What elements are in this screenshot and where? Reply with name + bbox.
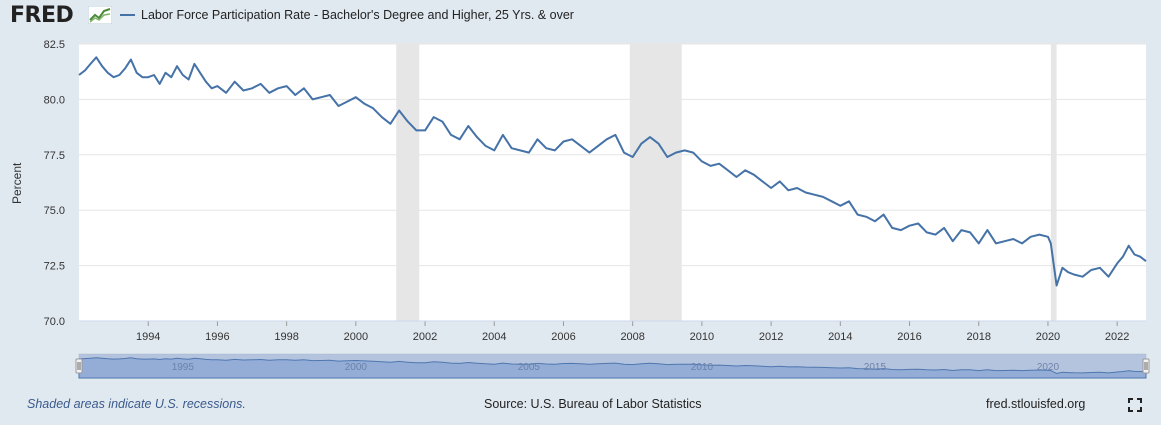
recession-band-1 (396, 44, 420, 321)
x-tick-label: 2012 (759, 331, 783, 343)
x-tick-label: 2022 (1105, 331, 1129, 343)
x-tick-label: 2020 (1036, 331, 1060, 343)
series-legend[interactable]: Labor Force Participation Rate - Bachelo… (120, 8, 574, 22)
y-tick-label: 80.0 (44, 94, 65, 106)
navigator-tick-label: 2020 (1037, 362, 1060, 373)
navigator-tick-label: 1995 (172, 362, 195, 373)
x-tick-label: 2004 (482, 331, 506, 343)
series-line (78, 56, 1147, 287)
x-tick-label: 2006 (551, 331, 575, 343)
x-tick-label: 2014 (828, 331, 852, 343)
chart-header: FRED Labor Force Participation Rate - Ba… (0, 0, 1161, 34)
x-tick-label: 2008 (620, 331, 644, 343)
navigator-tick-label: 2005 (518, 362, 541, 373)
x-tick-label: 2016 (897, 331, 921, 343)
recession-note: Shaded areas indicate U.S. recessions. (27, 397, 246, 411)
navigator-left-handle[interactable] (75, 358, 83, 374)
x-tick-label: 1994 (136, 331, 160, 343)
source-text: Source: U.S. Bureau of Labor Statistics (484, 397, 702, 411)
x-tick-label: 2000 (344, 331, 368, 343)
legend-label: Labor Force Participation Rate - Bachelo… (141, 8, 574, 22)
fred-logo[interactable]: FRED (10, 3, 74, 28)
x-tick-label: 1996 (205, 331, 229, 343)
x-tick-label: 1998 (274, 331, 298, 343)
navigator-tick-label: 2010 (691, 362, 714, 373)
navigator-series (78, 357, 1147, 379)
x-tick-label: 2018 (966, 331, 990, 343)
x-tick-label: 2010 (690, 331, 714, 343)
fred-graph-icon (88, 6, 112, 24)
y-tick-label: 75.0 (44, 205, 65, 217)
y-tick-label: 72.5 (44, 261, 65, 273)
y-tick-label: 77.5 (44, 150, 65, 162)
navigator-mask (79, 354, 1146, 378)
recession-band-3 (1050, 44, 1057, 321)
y-tick-label: 82.5 (44, 39, 65, 51)
y-tick-label: 70.0 (44, 316, 65, 328)
recession-band-2 (629, 44, 682, 321)
navigator-tick-label: 2015 (864, 362, 887, 373)
fullscreen-icon[interactable] (1128, 398, 1142, 412)
navigator-tick-label: 2000 (345, 362, 368, 373)
plot-area (79, 44, 1146, 321)
site-link[interactable]: fred.stlouisfed.org (986, 397, 1086, 411)
legend-swatch (120, 13, 135, 16)
navigator-right-handle[interactable] (1142, 358, 1150, 374)
line-chart[interactable]: 70.0 72.5 75.0 77.5 80.0 82.5 1994 1996 1998 2000… (0, 32, 1161, 392)
x-tick-label: 2002 (413, 331, 437, 343)
